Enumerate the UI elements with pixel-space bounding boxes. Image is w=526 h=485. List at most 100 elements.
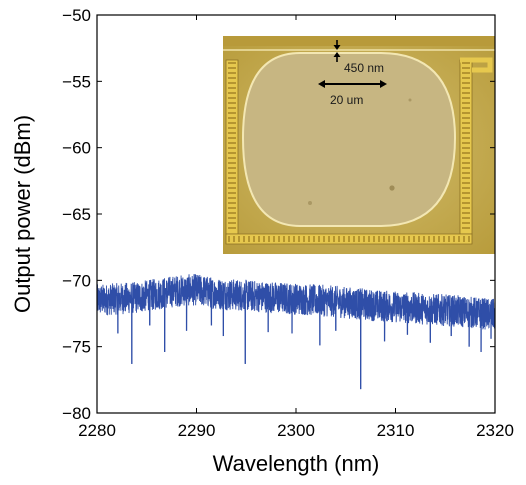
comb-tooth	[228, 142, 236, 144]
comb-tooth	[418, 236, 420, 242]
comb-tooth	[228, 107, 236, 109]
comb-tooth	[462, 207, 470, 209]
x-tick-label: 2310	[377, 421, 415, 440]
gap-label: 450 nm	[344, 61, 384, 75]
comb-tooth	[228, 87, 236, 89]
comb-tooth	[462, 142, 470, 144]
y-axis-label: Output power (dBm)	[10, 115, 35, 313]
y-tick-label: −75	[62, 338, 91, 357]
comb-tooth	[248, 236, 250, 242]
comb-tooth	[228, 117, 236, 119]
comb-tooth	[283, 236, 285, 242]
comb-tooth	[228, 217, 236, 219]
comb-tooth	[233, 236, 235, 242]
ring-resonator	[241, 52, 457, 227]
comb-tooth	[403, 236, 405, 242]
comb-tooth	[398, 236, 400, 242]
comb-tooth	[323, 236, 325, 242]
comb-tooth	[228, 177, 236, 179]
comb-tooth	[462, 162, 470, 164]
surface-speck	[408, 98, 412, 102]
comb-tooth	[453, 236, 455, 242]
bus-waveguide-region	[223, 36, 495, 46]
right-electrode-arm	[460, 57, 493, 73]
comb-tooth	[462, 72, 470, 74]
comb-tooth	[228, 162, 236, 164]
comb-tooth	[328, 236, 330, 242]
comb-tooth	[273, 236, 275, 242]
comb-tooth	[333, 236, 335, 242]
comb-tooth	[253, 236, 255, 242]
comb-tooth	[228, 82, 236, 84]
comb-tooth	[462, 92, 470, 94]
comb-tooth	[458, 236, 460, 242]
comb-tooth	[462, 222, 470, 224]
comb-tooth	[318, 236, 320, 242]
spectrum-series	[97, 274, 495, 390]
comb-tooth	[462, 212, 470, 214]
comb-tooth	[462, 217, 470, 219]
comb-tooth	[338, 236, 340, 242]
comb-tooth	[383, 236, 385, 242]
comb-tooth	[313, 236, 315, 242]
comb-tooth	[228, 127, 236, 129]
comb-tooth	[462, 122, 470, 124]
comb-tooth	[393, 236, 395, 242]
comb-tooth	[228, 187, 236, 189]
comb-tooth	[263, 236, 265, 242]
comb-tooth	[462, 97, 470, 99]
spectrum-line	[97, 274, 495, 390]
comb-tooth	[243, 236, 245, 242]
comb-tooth	[462, 112, 470, 114]
comb-tooth	[358, 236, 360, 242]
comb-tooth	[258, 236, 260, 242]
comb-tooth	[228, 172, 236, 174]
gap-annotation	[333, 40, 341, 62]
x-tick-label: 2300	[277, 421, 315, 440]
comb-tooth	[373, 236, 375, 242]
comb-tooth	[462, 192, 470, 194]
electrode-comb	[228, 62, 470, 242]
comb-tooth	[228, 72, 236, 74]
comb-tooth	[228, 62, 236, 64]
comb-tooth	[462, 117, 470, 119]
y-tick-label: −80	[62, 404, 91, 423]
y-tick-label: −50	[62, 6, 91, 25]
scale-bar-label: 20 um	[330, 93, 363, 107]
comb-tooth	[462, 157, 470, 159]
comb-tooth	[228, 197, 236, 199]
comb-tooth	[462, 177, 470, 179]
comb-tooth	[462, 152, 470, 154]
comb-tooth	[228, 192, 236, 194]
comb-tooth	[462, 82, 470, 84]
comb-tooth	[228, 222, 236, 224]
comb-tooth	[288, 236, 290, 242]
comb-tooth	[293, 236, 295, 242]
comb-tooth	[462, 107, 470, 109]
comb-tooth	[462, 102, 470, 104]
y-tick-label: −60	[62, 139, 91, 158]
comb-tooth	[448, 236, 450, 242]
comb-tooth	[463, 236, 465, 242]
comb-tooth	[433, 236, 435, 242]
comb-tooth	[228, 97, 236, 99]
comb-tooth	[462, 132, 470, 134]
comb-tooth	[462, 187, 470, 189]
comb-tooth	[462, 172, 470, 174]
comb-tooth	[462, 197, 470, 199]
surface-speck	[389, 185, 395, 191]
comb-tooth	[228, 137, 236, 139]
scale-bar	[318, 80, 387, 88]
y-tick-label: −55	[62, 72, 91, 91]
comb-tooth	[238, 236, 240, 242]
comb-tooth	[438, 236, 440, 242]
y-tick-label: −70	[62, 271, 91, 290]
x-tick-label: 2320	[476, 421, 514, 440]
comb-tooth	[353, 236, 355, 242]
comb-tooth	[228, 207, 236, 209]
comb-tooth	[228, 157, 236, 159]
axes: 2280 2290 2300 2310 2320 −50 −55 −60 −65 −70 −75 −8…	[62, 6, 514, 440]
comb-tooth	[268, 236, 270, 242]
comb-tooth	[462, 77, 470, 79]
comb-tooth	[298, 236, 300, 242]
